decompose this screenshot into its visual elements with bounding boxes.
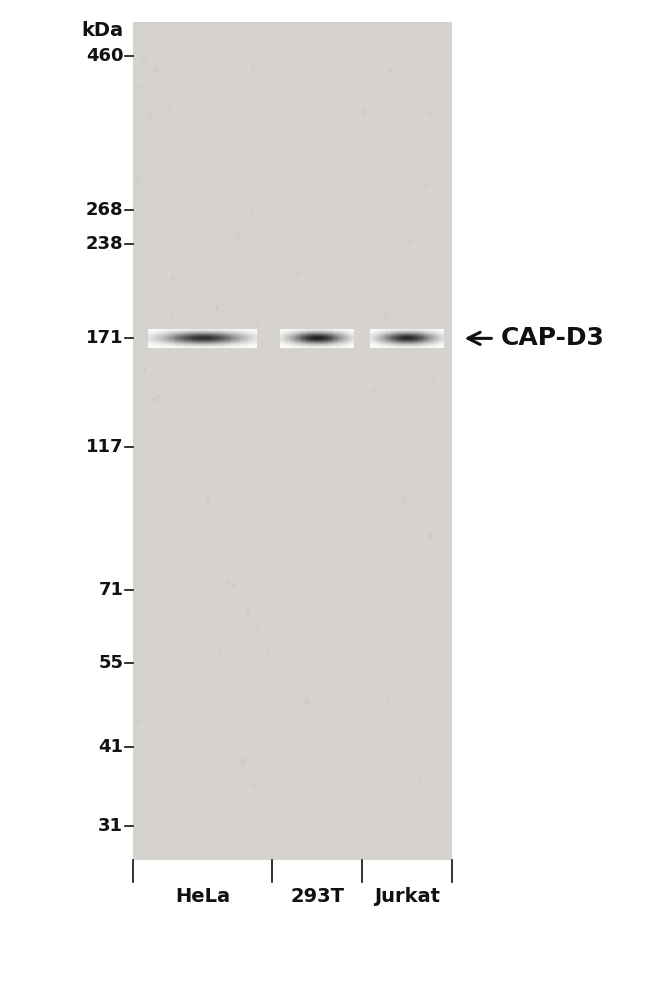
Text: 55: 55 xyxy=(98,654,124,672)
Circle shape xyxy=(428,532,433,539)
Circle shape xyxy=(143,367,146,372)
Text: 268: 268 xyxy=(86,201,124,219)
Text: 460: 460 xyxy=(86,46,124,65)
Text: 117: 117 xyxy=(86,438,124,456)
Text: 238: 238 xyxy=(86,234,124,253)
Circle shape xyxy=(205,497,210,505)
Circle shape xyxy=(305,698,309,705)
Text: kDa: kDa xyxy=(81,22,124,40)
Circle shape xyxy=(142,55,146,61)
Circle shape xyxy=(361,109,365,115)
Circle shape xyxy=(215,306,218,311)
Circle shape xyxy=(218,651,220,655)
Text: Jurkat: Jurkat xyxy=(374,886,440,905)
Text: 31: 31 xyxy=(98,818,124,835)
Circle shape xyxy=(172,573,175,577)
Bar xyxy=(133,22,452,860)
Circle shape xyxy=(388,67,393,74)
Circle shape xyxy=(399,834,402,837)
Text: 41: 41 xyxy=(98,738,124,755)
Text: 71: 71 xyxy=(98,580,124,599)
Circle shape xyxy=(158,394,161,399)
Circle shape xyxy=(240,757,245,764)
Text: 171: 171 xyxy=(86,329,124,348)
Circle shape xyxy=(429,63,432,67)
Circle shape xyxy=(151,623,153,626)
Text: 293T: 293T xyxy=(290,886,344,905)
Circle shape xyxy=(181,448,183,451)
Circle shape xyxy=(385,698,389,703)
Text: HeLa: HeLa xyxy=(175,886,230,905)
Circle shape xyxy=(351,534,353,536)
Circle shape xyxy=(256,628,259,632)
Circle shape xyxy=(246,609,251,616)
Text: CAP-D3: CAP-D3 xyxy=(500,326,604,351)
Circle shape xyxy=(369,185,372,189)
Circle shape xyxy=(154,66,159,73)
